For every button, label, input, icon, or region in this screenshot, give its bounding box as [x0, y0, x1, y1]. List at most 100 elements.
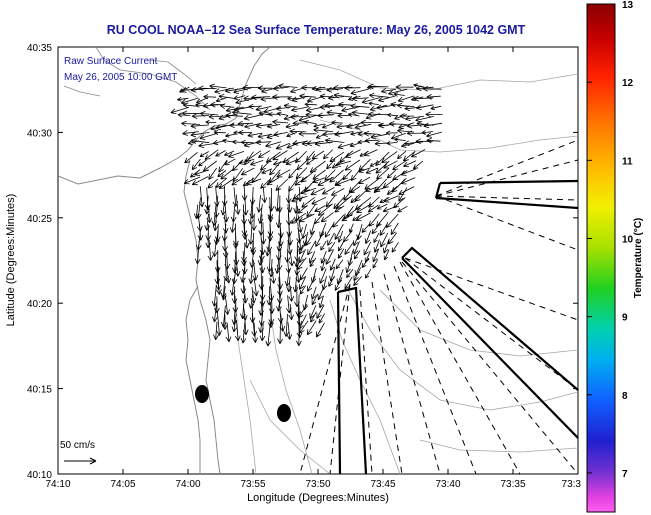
current-vector: [181, 120, 201, 127]
current-vector: [415, 116, 434, 123]
current-vector: [336, 123, 353, 130]
current-vector: [396, 102, 415, 109]
current-vector: [335, 178, 352, 187]
current-vector: [335, 259, 344, 270]
current-vector: [299, 267, 308, 281]
current-vector: [306, 320, 317, 336]
chart-title: RU COOL NOAA–12 Sea Surface Temperature:…: [107, 23, 526, 37]
current-vector: [353, 276, 362, 286]
current-vector: [290, 212, 307, 224]
current-vector: [378, 122, 397, 129]
current-vector: [353, 241, 360, 255]
current-vector: [368, 101, 379, 106]
current-vector: [177, 96, 189, 102]
x-tick-label: 73:40: [435, 479, 460, 490]
colorbar-tick-label: 7: [622, 469, 628, 480]
current-vector: [220, 168, 234, 180]
current-vector: [385, 130, 398, 136]
current-vector: [372, 249, 379, 263]
current-vector: [423, 122, 443, 129]
current-vector: [223, 150, 235, 156]
current-vector: [333, 92, 352, 99]
current-vector: [398, 186, 415, 195]
current-vector: [182, 130, 199, 136]
current-vector: [344, 241, 354, 255]
current-vector: [318, 313, 326, 324]
current-vector: [224, 87, 245, 94]
current-vector: [326, 86, 344, 93]
current-vector: [349, 142, 361, 148]
current-vector: [277, 321, 283, 344]
current-vector: [248, 267, 255, 284]
current-vector: [268, 312, 274, 328]
current-vector: [207, 239, 214, 261]
current-vector: [410, 149, 426, 158]
current-vector: [412, 160, 424, 170]
current-vector: [177, 112, 191, 118]
current-vector: [215, 150, 226, 157]
current-vector: [216, 276, 222, 295]
current-vector: [244, 122, 262, 129]
current-vector: [212, 304, 218, 323]
current-vector: [350, 103, 370, 110]
current-vector: [326, 109, 342, 116]
current-vector: [253, 278, 259, 297]
current-vector: [247, 132, 263, 138]
current-vector: [390, 222, 399, 236]
current-vector: [361, 257, 370, 268]
x-tick-label: 73:50: [305, 479, 330, 490]
current-vector: [406, 122, 425, 129]
current-vector: [358, 167, 371, 173]
current-vector: [212, 214, 219, 232]
current-vector: [363, 130, 381, 137]
current-vector: [415, 138, 433, 145]
current-vector: [344, 159, 361, 171]
current-vector: [238, 158, 255, 165]
current-vector: [222, 214, 229, 234]
current-vector: [268, 258, 275, 278]
current-vector: [333, 84, 353, 91]
current-vector: [297, 204, 308, 214]
current-vector: [353, 250, 361, 260]
current-vector: [179, 86, 190, 93]
current-vector: [337, 230, 344, 243]
current-vector: [355, 212, 371, 221]
current-vector: [198, 159, 207, 167]
colorbar-tick-label: 9: [622, 313, 628, 324]
current-vector: [248, 103, 263, 110]
current-vector: [247, 203, 254, 225]
current-vector: [319, 93, 335, 100]
current-vector: [225, 268, 232, 284]
current-vector: [234, 194, 241, 215]
current-vector: [272, 119, 289, 125]
colorbar-tick-label: 11: [622, 156, 633, 167]
current-vector: [234, 320, 241, 342]
current-vector: [430, 105, 442, 111]
current-vector: [207, 178, 218, 189]
current-vector: [334, 131, 353, 137]
current-vector: [365, 186, 378, 193]
current-vector: [334, 224, 344, 240]
current-vector: [231, 177, 243, 186]
current-vector: [273, 159, 289, 166]
current-vector: [190, 138, 210, 144]
current-vector: [298, 213, 315, 223]
current-vector: [213, 130, 226, 135]
current-vector: [214, 87, 234, 94]
current-vector: [225, 112, 243, 119]
bay-shore: [63, 47, 211, 111]
current-vector: [337, 112, 352, 119]
current-vector: [379, 223, 388, 236]
colorbar-tick-label: 12: [622, 78, 634, 89]
current-vector: [356, 223, 363, 241]
current-vector: [228, 151, 245, 158]
x-tick-label: 73:55: [240, 479, 265, 490]
current-vector: [378, 95, 396, 103]
current-vector: [182, 102, 199, 109]
current-vector: [296, 322, 302, 346]
current-vector: [205, 120, 217, 125]
current-vectors: [170, 83, 443, 347]
current-vector: [219, 103, 235, 110]
current-vector: [317, 176, 334, 186]
x-tick-label: 73:3: [562, 479, 582, 490]
